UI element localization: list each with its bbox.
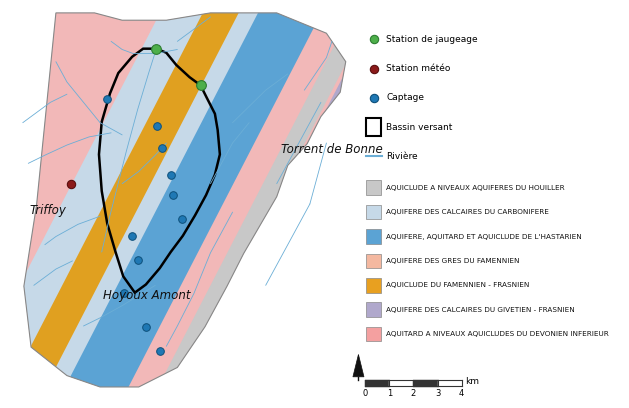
- Polygon shape: [0, 0, 552, 408]
- Text: AQUICLUDE DU FAMENNIEN - FRASNIEN: AQUICLUDE DU FAMENNIEN - FRASNIEN: [386, 282, 530, 288]
- Text: Triffoy: Triffoy: [29, 204, 66, 217]
- Polygon shape: [194, 0, 459, 408]
- Polygon shape: [44, 0, 338, 408]
- Text: 4: 4: [459, 388, 464, 398]
- Bar: [366, 302, 381, 317]
- Polygon shape: [0, 0, 331, 408]
- Text: Rivière: Rivière: [386, 152, 418, 161]
- Text: Bassin versant: Bassin versant: [386, 123, 452, 132]
- Text: 2: 2: [411, 388, 416, 398]
- Bar: [366, 180, 381, 195]
- Polygon shape: [24, 13, 346, 387]
- Text: AQUIFERE DES GRES DU FAMENNIEN: AQUIFERE DES GRES DU FAMENNIEN: [386, 258, 520, 264]
- Text: Hoyoux Amont: Hoyoux Amont: [103, 289, 191, 302]
- Text: AQUICLUDE A NIVEAUX AQUIFERES DU HOUILLER: AQUICLUDE A NIVEAUX AQUIFERES DU HOUILLE…: [386, 185, 565, 191]
- Polygon shape: [137, 0, 389, 408]
- Text: AQUITARD A NIVEAUX AQUICLUDES DU DEVONIEN INFERIEUR: AQUITARD A NIVEAUX AQUICLUDES DU DEVONIE…: [386, 331, 609, 337]
- Bar: [366, 254, 381, 268]
- Text: AQUIFERE, AQUITARD ET AQUICLUDE DE L'HASTARIEN: AQUIFERE, AQUITARD ET AQUICLUDE DE L'HAS…: [386, 233, 582, 239]
- Text: Captage: Captage: [386, 93, 424, 102]
- Text: 1: 1: [387, 388, 392, 398]
- Bar: [366, 327, 381, 341]
- Text: Station météo: Station météo: [386, 64, 450, 73]
- Text: AQUIFERE DES CALCAIRES DU GIVETIEN - FRASNIEN: AQUIFERE DES CALCAIRES DU GIVETIEN - FRA…: [386, 307, 575, 313]
- Text: 3: 3: [435, 388, 440, 398]
- Text: Torrent de Bonne: Torrent de Bonne: [281, 143, 383, 155]
- Bar: [366, 205, 381, 220]
- Bar: [366, 278, 381, 293]
- Polygon shape: [353, 355, 364, 377]
- Text: AQUIFERE DES CALCAIRES DU CARBONIFERE: AQUIFERE DES CALCAIRES DU CARBONIFERE: [386, 209, 549, 215]
- Polygon shape: [0, 0, 255, 408]
- Text: Station de jaugeage: Station de jaugeage: [386, 35, 477, 44]
- Text: km: km: [465, 377, 479, 386]
- Polygon shape: [162, 0, 419, 408]
- Polygon shape: [248, 0, 520, 408]
- Polygon shape: [283, 0, 591, 408]
- Bar: [366, 229, 381, 244]
- Polygon shape: [189, 0, 530, 408]
- Bar: [366, 118, 381, 136]
- Text: 0: 0: [362, 388, 368, 398]
